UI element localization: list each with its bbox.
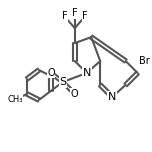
Text: F: F	[62, 11, 67, 21]
Text: CH₃: CH₃	[7, 95, 23, 104]
Text: O: O	[47, 68, 55, 78]
Text: F: F	[82, 11, 88, 21]
Text: S: S	[59, 77, 66, 87]
Text: N: N	[83, 68, 91, 78]
Text: F: F	[72, 8, 78, 18]
Text: O: O	[71, 89, 79, 99]
Text: N: N	[108, 92, 116, 102]
Text: Br: Br	[139, 56, 150, 66]
